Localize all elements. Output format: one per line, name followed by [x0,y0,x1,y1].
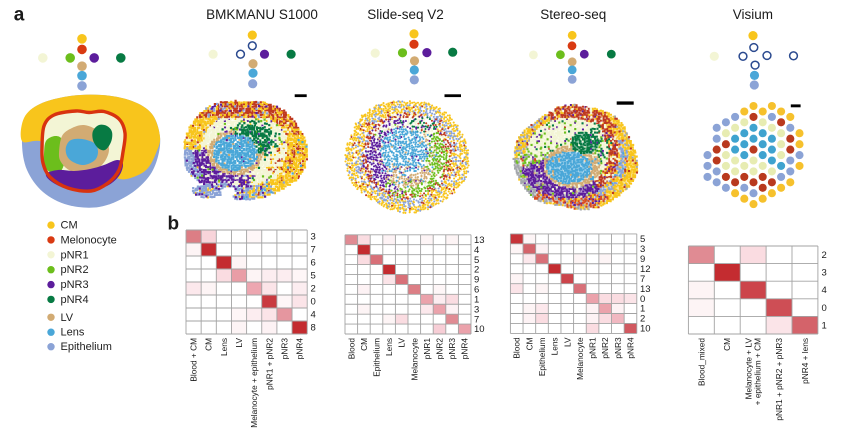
svg-text:pNR4: pNR4 [295,338,305,360]
svg-text:3: 3 [822,268,827,279]
svg-text:6: 6 [474,285,479,296]
svg-text:Epithelium: Epithelium [537,337,547,376]
svg-text:0: 0 [822,303,827,314]
svg-text:LV: LV [61,312,74,324]
svg-text:9: 9 [640,254,645,265]
svg-text:12: 12 [640,264,651,275]
svg-text:pNR3: pNR3 [613,337,623,359]
svg-text:0: 0 [640,294,645,305]
svg-text:CM: CM [524,337,534,350]
svg-text:1: 1 [822,320,827,331]
svg-text:1: 1 [474,295,479,306]
svg-text:pNR1 + pNR2 + pNR3: pNR1 + pNR2 + pNR3 [774,338,784,421]
svg-text:b: b [168,214,180,235]
svg-text:Melanocyte: Melanocyte [409,338,419,381]
svg-text:pNR3: pNR3 [61,279,89,291]
svg-text:pNR4: pNR4 [626,337,636,359]
svg-text:pNR3: pNR3 [280,338,290,360]
svg-text:5: 5 [311,271,316,282]
svg-text:4: 4 [311,310,316,321]
svg-text:+ epithelium + CM: + epithelium + CM [753,338,763,405]
svg-text:Slide-seq V2: Slide-seq V2 [367,7,444,22]
svg-text:Stereo-seq: Stereo-seq [540,7,606,22]
svg-text:10: 10 [640,324,651,335]
svg-text:3: 3 [640,244,645,255]
svg-text:LV: LV [562,337,572,347]
svg-text:2: 2 [822,250,827,261]
svg-text:Blood: Blood [512,337,522,359]
svg-text:Epithelium: Epithelium [372,338,382,377]
svg-text:3: 3 [474,304,479,315]
svg-text:1: 1 [640,304,645,315]
svg-text:3: 3 [311,232,316,243]
svg-text:Melonocyte: Melonocyte [61,234,117,246]
svg-text:CM: CM [359,338,369,351]
svg-text:4: 4 [822,285,827,296]
svg-text:pNR1: pNR1 [422,338,432,360]
svg-text:Melanocyte + epithelium: Melanocyte + epithelium [249,338,259,428]
svg-text:4: 4 [474,245,479,256]
svg-text:13: 13 [474,235,485,246]
svg-text:CM: CM [722,338,732,351]
svg-text:Lens: Lens [384,338,394,356]
svg-text:Blood_mixed: Blood_mixed [696,338,706,386]
svg-text:pNR2: pNR2 [435,338,445,360]
svg-text:13: 13 [640,284,651,295]
svg-text:2: 2 [640,314,645,325]
svg-text:pNR2: pNR2 [600,337,610,359]
svg-text:8: 8 [311,323,316,334]
svg-text:BMKMANU S1000: BMKMANU S1000 [206,7,318,22]
svg-text:10: 10 [474,324,485,335]
svg-text:0: 0 [311,297,316,308]
svg-text:Melanocyte: Melanocyte [575,337,585,380]
svg-text:pNR4: pNR4 [460,338,470,360]
svg-text:pNR3: pNR3 [447,338,457,360]
svg-text:pNR1: pNR1 [61,249,89,261]
svg-text:Lens: Lens [219,338,229,356]
svg-text:7: 7 [474,314,479,325]
svg-text:2: 2 [311,284,316,295]
svg-text:Lens: Lens [61,327,85,339]
svg-text:5: 5 [640,234,645,245]
svg-text:7: 7 [311,245,316,256]
svg-text:LV: LV [234,338,244,348]
svg-text:Lens: Lens [550,337,560,355]
svg-text:LV: LV [397,338,407,348]
svg-text:7: 7 [640,274,645,285]
svg-text:9: 9 [474,275,479,286]
svg-text:pNR1 + pNR2: pNR1 + pNR2 [264,338,274,390]
svg-text:6: 6 [311,258,316,269]
svg-text:Melanocyte + LV: Melanocyte + LV [744,338,754,400]
svg-text:pNR4 + lens: pNR4 + lens [800,338,810,384]
svg-text:pNR1: pNR1 [588,337,598,359]
svg-text:Epithelium: Epithelium [61,341,112,353]
svg-text:pNR4: pNR4 [61,294,89,306]
svg-text:pNR2: pNR2 [61,264,89,276]
svg-text:CM: CM [61,220,78,232]
svg-text:CM: CM [204,338,214,351]
svg-text:5: 5 [474,255,479,266]
svg-text:2: 2 [474,265,479,276]
svg-text:Visium: Visium [733,7,773,22]
svg-text:Blood: Blood [346,338,356,360]
svg-text:Blood + CM: Blood + CM [189,338,199,382]
svg-text:a: a [14,5,25,26]
